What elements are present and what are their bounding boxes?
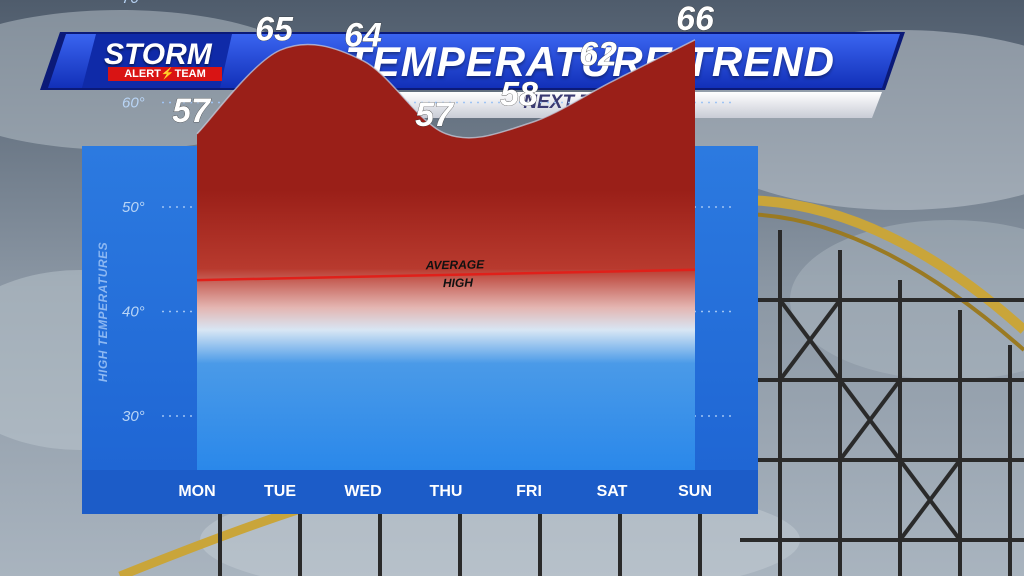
x-tick-label: SAT bbox=[597, 483, 628, 500]
high-label: HIGH bbox=[443, 276, 474, 291]
average-high-line bbox=[196, 268, 696, 282]
y-tick-label: 50° bbox=[122, 199, 145, 216]
y-tick-label: 30° bbox=[122, 408, 145, 425]
temperature-line bbox=[196, 39, 696, 139]
data-label: 66 bbox=[676, 0, 715, 38]
average-label: AVERAGE bbox=[425, 257, 486, 272]
temperature-area bbox=[197, 39, 695, 471]
x-tick-label: MON bbox=[178, 483, 215, 500]
storm-logo-text: STORM bbox=[104, 38, 212, 71]
page-title: TEMPERATURE TREND bbox=[345, 38, 835, 85]
data-label: 64 bbox=[344, 17, 382, 55]
x-tick-label: SUN bbox=[678, 483, 712, 500]
y-tick-label: 70° bbox=[122, 0, 145, 7]
data-label: 57 bbox=[415, 96, 455, 134]
y-axis-label: HIGH TEMPERATURES bbox=[96, 242, 110, 382]
x-tick-label: THU bbox=[430, 483, 463, 500]
axis-strip bbox=[82, 470, 758, 514]
y-tick-label: 40° bbox=[122, 304, 145, 321]
data-label: 57 bbox=[172, 92, 212, 130]
x-tick-label: FRI bbox=[516, 483, 542, 500]
y-tick-label: 60° bbox=[122, 95, 145, 112]
data-label: 62 bbox=[579, 36, 617, 74]
alert-team-logo-text: ALERT⚡TEAM bbox=[108, 67, 222, 81]
data-label: 58 bbox=[500, 75, 538, 113]
x-tick-label: TUE bbox=[264, 483, 296, 500]
x-tick-label: WED bbox=[344, 483, 381, 500]
data-label: 65 bbox=[255, 10, 294, 48]
